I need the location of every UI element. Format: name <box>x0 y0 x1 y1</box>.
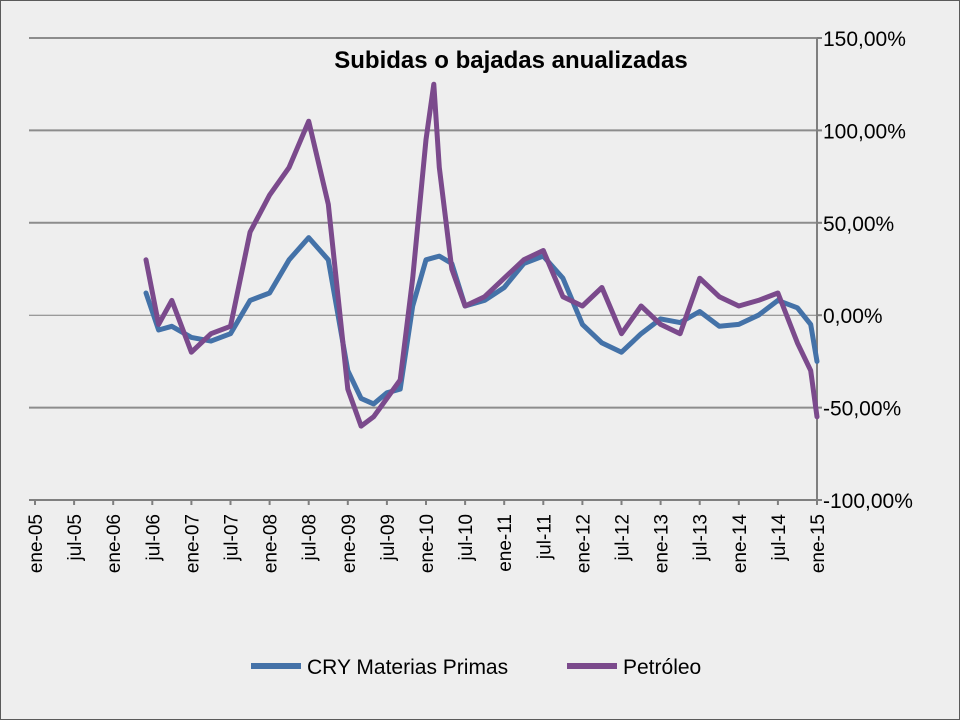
x-tick-label: ene-13 <box>652 514 673 573</box>
y-tick-label: 0,00% <box>823 305 883 328</box>
x-tick-label: ene-10 <box>417 514 438 573</box>
y-axis-tick-labels: 150,00% 100,00% 50,00% 0,00% -50,00% -100,00% <box>823 28 913 513</box>
series-line-cry <box>143 235 820 407</box>
y-tick-label: 150,00% <box>823 28 906 51</box>
x-tick-label: ene-07 <box>182 514 203 573</box>
x-tick-label: jul-11 <box>534 514 555 560</box>
x-axis-tick-labels: ene-05 jul-05 ene-06 jul-06 ene-07 jul-07 ene-… <box>26 514 829 574</box>
x-tick-label: jul-07 <box>222 514 243 561</box>
series-line-petroleo <box>143 81 820 429</box>
axes <box>29 37 822 505</box>
x-tick-label: jul-06 <box>143 514 164 561</box>
y-tick-label: -50,00% <box>823 398 901 421</box>
y-tick-label: 100,00% <box>823 120 906 143</box>
gridlines <box>29 37 817 409</box>
chart-title: Subidas o bajadas anualizadas <box>334 47 687 74</box>
legend-label-cry: CRY Materias Primas <box>307 656 508 679</box>
y-tick-label: -100,00% <box>823 490 913 513</box>
series-lines <box>143 81 820 429</box>
x-tick-label: ene-09 <box>339 514 360 573</box>
x-tick-label: ene-11 <box>495 514 516 572</box>
x-tick-label: jul-13 <box>691 514 712 561</box>
x-tick-label: jul-05 <box>65 514 86 561</box>
x-tick-label: ene-08 <box>261 514 282 573</box>
x-tick-label: jul-09 <box>378 514 399 561</box>
legend: CRY Materias Primas Petróleo <box>251 656 701 679</box>
x-tick-label: ene-12 <box>573 514 594 573</box>
x-tick-label: jul-08 <box>300 514 321 561</box>
x-tick-label: ene-06 <box>104 514 125 573</box>
x-tick-label: ene-15 <box>808 514 829 573</box>
x-tick-label: jul-12 <box>613 514 634 561</box>
y-tick-label: 50,00% <box>823 213 894 236</box>
x-tick-label: ene-05 <box>26 514 47 573</box>
x-tick-label: jul-14 <box>769 514 790 562</box>
x-tick-label: ene-14 <box>730 514 751 574</box>
legend-label-petroleo: Petróleo <box>623 656 701 679</box>
x-tick-label: jul-10 <box>456 514 477 561</box>
